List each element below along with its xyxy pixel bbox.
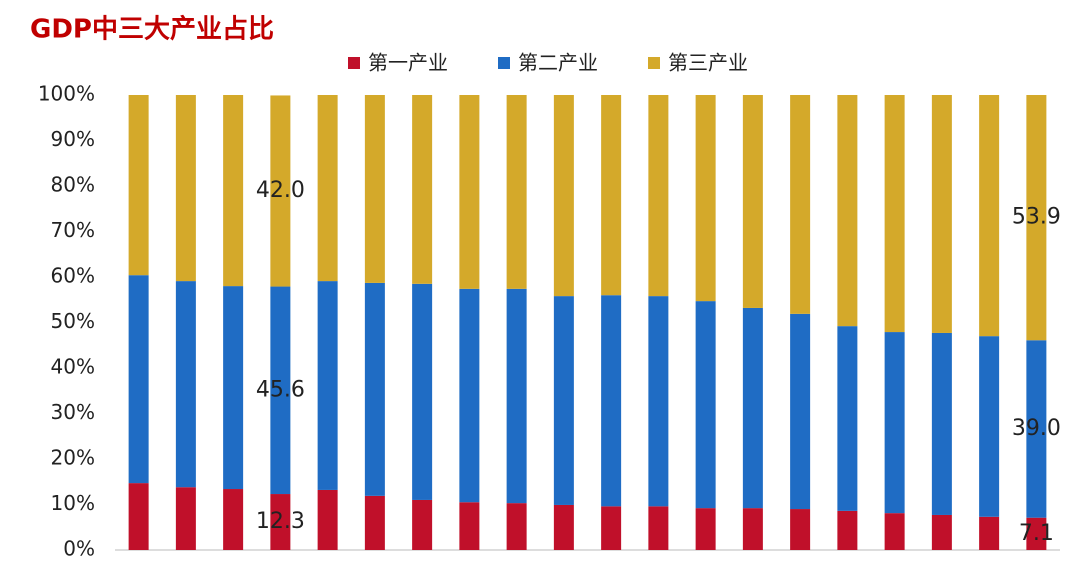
bar-segment xyxy=(223,95,244,287)
bar-segment xyxy=(553,296,574,505)
bar-segment xyxy=(742,95,763,308)
bar-segment xyxy=(175,95,196,282)
bar-segment xyxy=(506,95,527,289)
bar-segment xyxy=(931,332,952,515)
data-label: 7.1 xyxy=(1019,521,1054,546)
bar-segment xyxy=(553,504,574,550)
bar-segment xyxy=(979,336,1000,517)
bar-segment xyxy=(506,503,527,550)
legend-swatch xyxy=(498,57,510,69)
bar-segment xyxy=(601,95,622,296)
bar-segment xyxy=(317,95,338,282)
bar-segment xyxy=(742,307,763,509)
bar-segment xyxy=(1026,517,1047,550)
legend-label: 第三产业 xyxy=(668,51,748,75)
bar-segment xyxy=(553,95,574,297)
legend-label: 第二产业 xyxy=(518,51,598,75)
bar-segment xyxy=(601,506,622,550)
bar-segment xyxy=(884,332,905,514)
bar-segment xyxy=(648,296,669,507)
bar-segment xyxy=(364,282,385,496)
bar-segment xyxy=(128,95,149,276)
bar-segment xyxy=(931,95,952,333)
bar-segment xyxy=(175,487,196,550)
bar-segment xyxy=(412,95,433,284)
bar-segment xyxy=(412,499,433,550)
bar-segment xyxy=(364,495,385,550)
y-tick-label: 60% xyxy=(51,264,95,288)
bar-segment xyxy=(270,286,291,495)
bar-segment xyxy=(979,95,1000,337)
bar-segment xyxy=(601,295,622,507)
y-tick-label: 0% xyxy=(63,537,95,561)
bar-segment xyxy=(790,313,811,510)
legend-label: 第一产业 xyxy=(368,51,448,75)
bar-segment xyxy=(695,301,716,509)
bar-segment xyxy=(790,509,811,550)
bar-segment xyxy=(837,95,858,327)
y-tick-label: 100% xyxy=(38,82,95,106)
bar-segment xyxy=(837,326,858,511)
bar-segment xyxy=(317,281,338,490)
legend-swatch xyxy=(348,57,360,69)
bar-segment xyxy=(270,95,291,287)
y-tick-label: 30% xyxy=(51,400,95,424)
bar-segment xyxy=(837,510,858,550)
bar-segment xyxy=(648,506,669,550)
bar-segment xyxy=(506,288,527,504)
bar-segment xyxy=(1026,95,1047,341)
bar-segment xyxy=(931,514,952,550)
bar-segment xyxy=(128,483,149,550)
data-label: 39.0 xyxy=(1012,416,1061,441)
y-tick-label: 40% xyxy=(51,355,95,379)
y-tick-label: 70% xyxy=(51,218,95,242)
chart-title: GDP中三大产业占比 xyxy=(30,15,274,45)
bar-segment xyxy=(459,502,480,550)
data-label: 53.9 xyxy=(1012,205,1061,230)
bar-segment xyxy=(695,508,716,550)
bar-segment xyxy=(884,95,905,333)
bar-segment xyxy=(648,95,669,297)
bar-segment xyxy=(175,281,196,488)
bar-segment xyxy=(742,508,763,550)
bar-segment xyxy=(459,95,480,289)
data-label: 45.6 xyxy=(256,377,305,402)
bar-segment xyxy=(790,95,811,314)
y-tick-label: 20% xyxy=(51,446,95,470)
y-tick-label: 50% xyxy=(51,309,95,333)
bar-segment xyxy=(364,95,385,283)
bar-segment xyxy=(317,489,338,550)
bar-segment xyxy=(884,513,905,550)
y-tick-label: 90% xyxy=(51,127,95,151)
legend-swatch xyxy=(648,57,660,69)
bar-segment xyxy=(270,494,291,550)
bar-segment xyxy=(1026,340,1047,518)
bar-segment xyxy=(223,489,244,550)
data-label: 12.3 xyxy=(256,509,305,534)
bar-segment xyxy=(412,283,433,500)
bar-segment xyxy=(979,516,1000,550)
y-tick-label: 10% xyxy=(51,491,95,515)
y-tick-label: 80% xyxy=(51,173,95,197)
bar-segment xyxy=(223,286,244,490)
bar-segment xyxy=(695,95,716,302)
data-label: 42.0 xyxy=(256,178,305,203)
bar-segment xyxy=(459,288,480,503)
bar-segment xyxy=(128,275,149,484)
